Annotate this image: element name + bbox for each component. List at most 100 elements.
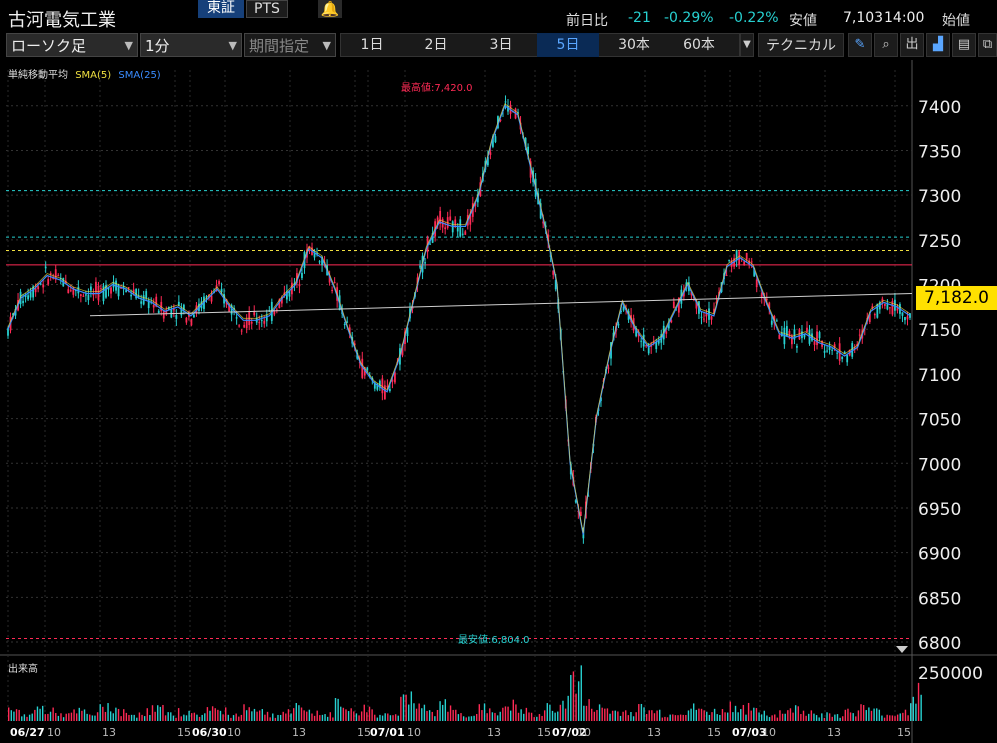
volume-bar	[774, 714, 776, 721]
volume-bar	[664, 716, 666, 721]
candle-body	[127, 287, 130, 289]
volume-bar	[415, 708, 418, 721]
volume-bar	[68, 713, 70, 721]
stock-name: 古河電気工業	[8, 10, 116, 31]
candle-body	[785, 326, 788, 337]
candle-body	[494, 136, 497, 143]
range-tab-1d[interactable]: 1日	[360, 37, 384, 53]
volume-bar	[554, 712, 556, 721]
draw-pencil-icon[interactable]: ✎	[848, 33, 872, 57]
volume-bar	[245, 710, 248, 721]
volume-bar	[117, 708, 120, 721]
candle-body	[7, 328, 9, 336]
volume-bar	[698, 708, 700, 721]
volume-bar	[470, 716, 473, 721]
candle-body	[152, 304, 155, 308]
y-tick-label: 7350	[918, 142, 961, 162]
x-tick-label: 07/03	[732, 726, 767, 739]
volume-bar	[191, 713, 193, 721]
area-chart-icon[interactable]: ▟	[926, 33, 950, 57]
price-chart[interactable]: 7400735073007250720071507100705070006950…	[0, 60, 997, 743]
volume-bar	[894, 716, 896, 721]
chart-type-select[interactable]: ローソク足 ▼	[6, 33, 138, 57]
volume-bar	[151, 705, 154, 721]
volume-bar	[682, 714, 684, 721]
zoom-icon[interactable]: ⌕	[874, 33, 898, 57]
volume-bar	[653, 713, 656, 721]
volume-bar	[496, 715, 499, 721]
range-dropdown-chevron-icon[interactable]: ▼	[740, 33, 754, 57]
candle-body	[886, 304, 889, 310]
volume-bar	[865, 710, 867, 721]
volume-bar	[248, 707, 250, 721]
volume-bar	[847, 708, 849, 721]
volume-bar	[737, 712, 739, 721]
compare-chart-icon[interactable]: 出	[900, 33, 924, 57]
volume-bar	[303, 710, 305, 721]
volume-bar	[387, 713, 389, 721]
volume-bar	[473, 715, 475, 721]
candle-body	[49, 273, 52, 275]
window-icon[interactable]: ⧉	[978, 33, 997, 57]
volume-bar	[363, 704, 365, 721]
market-tab-pts[interactable]: PTS	[246, 0, 288, 18]
candle-body	[836, 352, 839, 354]
low-label: 安値	[789, 13, 817, 29]
market-tab-tse[interactable]: 東証	[198, 0, 244, 18]
volume-bar	[690, 708, 692, 721]
candle-body	[102, 285, 105, 302]
volume-bar	[475, 713, 478, 721]
period-select[interactable]: 期間指定 ▼	[244, 33, 336, 57]
candle-body	[670, 320, 673, 323]
candle-body	[371, 377, 374, 381]
x-tick-label: 07/01	[370, 726, 405, 739]
technical-button[interactable]: テクニカル	[758, 33, 844, 57]
volume-bar	[282, 711, 284, 721]
interval-select[interactable]: 1分 ▼	[140, 33, 242, 57]
volume-bar	[337, 698, 339, 721]
candle-body	[348, 327, 351, 335]
volume-bar	[319, 715, 321, 721]
range-tab-3d[interactable]: 3日	[489, 37, 513, 53]
candle-body	[539, 203, 542, 219]
range-tab-60bars[interactable]: 60本	[683, 37, 715, 53]
volume-bar	[426, 710, 428, 721]
volume-bar	[745, 714, 747, 721]
volume-bar	[277, 714, 279, 721]
volume-bar	[326, 716, 329, 721]
volume-bar	[104, 711, 107, 721]
candle-body	[449, 216, 452, 221]
volume-bar	[41, 705, 44, 721]
volume-bar	[842, 716, 844, 721]
candle-body	[831, 349, 834, 351]
range-tab-30bars[interactable]: 30本	[618, 37, 650, 53]
volume-bar	[549, 704, 551, 721]
volume-bar	[849, 712, 852, 721]
range-tab-5d[interactable]: 5日	[537, 33, 599, 57]
volume-bar	[52, 707, 54, 721]
volume-bar	[452, 709, 454, 721]
volume-bar	[562, 700, 564, 721]
range-tab-2d[interactable]: 2日	[424, 37, 448, 53]
volume-bar	[504, 706, 507, 721]
volume-bar	[374, 714, 376, 721]
candle-body	[904, 316, 906, 321]
volume-bar	[609, 713, 611, 721]
volume-bar	[491, 712, 494, 721]
candle-body	[770, 320, 773, 325]
volume-bar	[483, 703, 486, 721]
save-icon[interactable]: ▤	[952, 33, 976, 57]
candle-body	[600, 397, 602, 401]
candle-body	[617, 324, 620, 326]
volume-bar	[172, 715, 175, 721]
volume-bar	[290, 713, 292, 721]
current-price-value: 7,182.0	[924, 288, 989, 308]
volume-bar	[15, 709, 18, 721]
candle-body	[346, 321, 349, 323]
volume-bar	[183, 714, 185, 721]
alert-bell-icon[interactable]: 🔔	[318, 0, 342, 18]
sma5-line	[7, 103, 911, 533]
candle-body	[888, 307, 891, 309]
volume-bar	[457, 714, 460, 721]
current-price-tag: 7,182.0	[916, 286, 997, 310]
